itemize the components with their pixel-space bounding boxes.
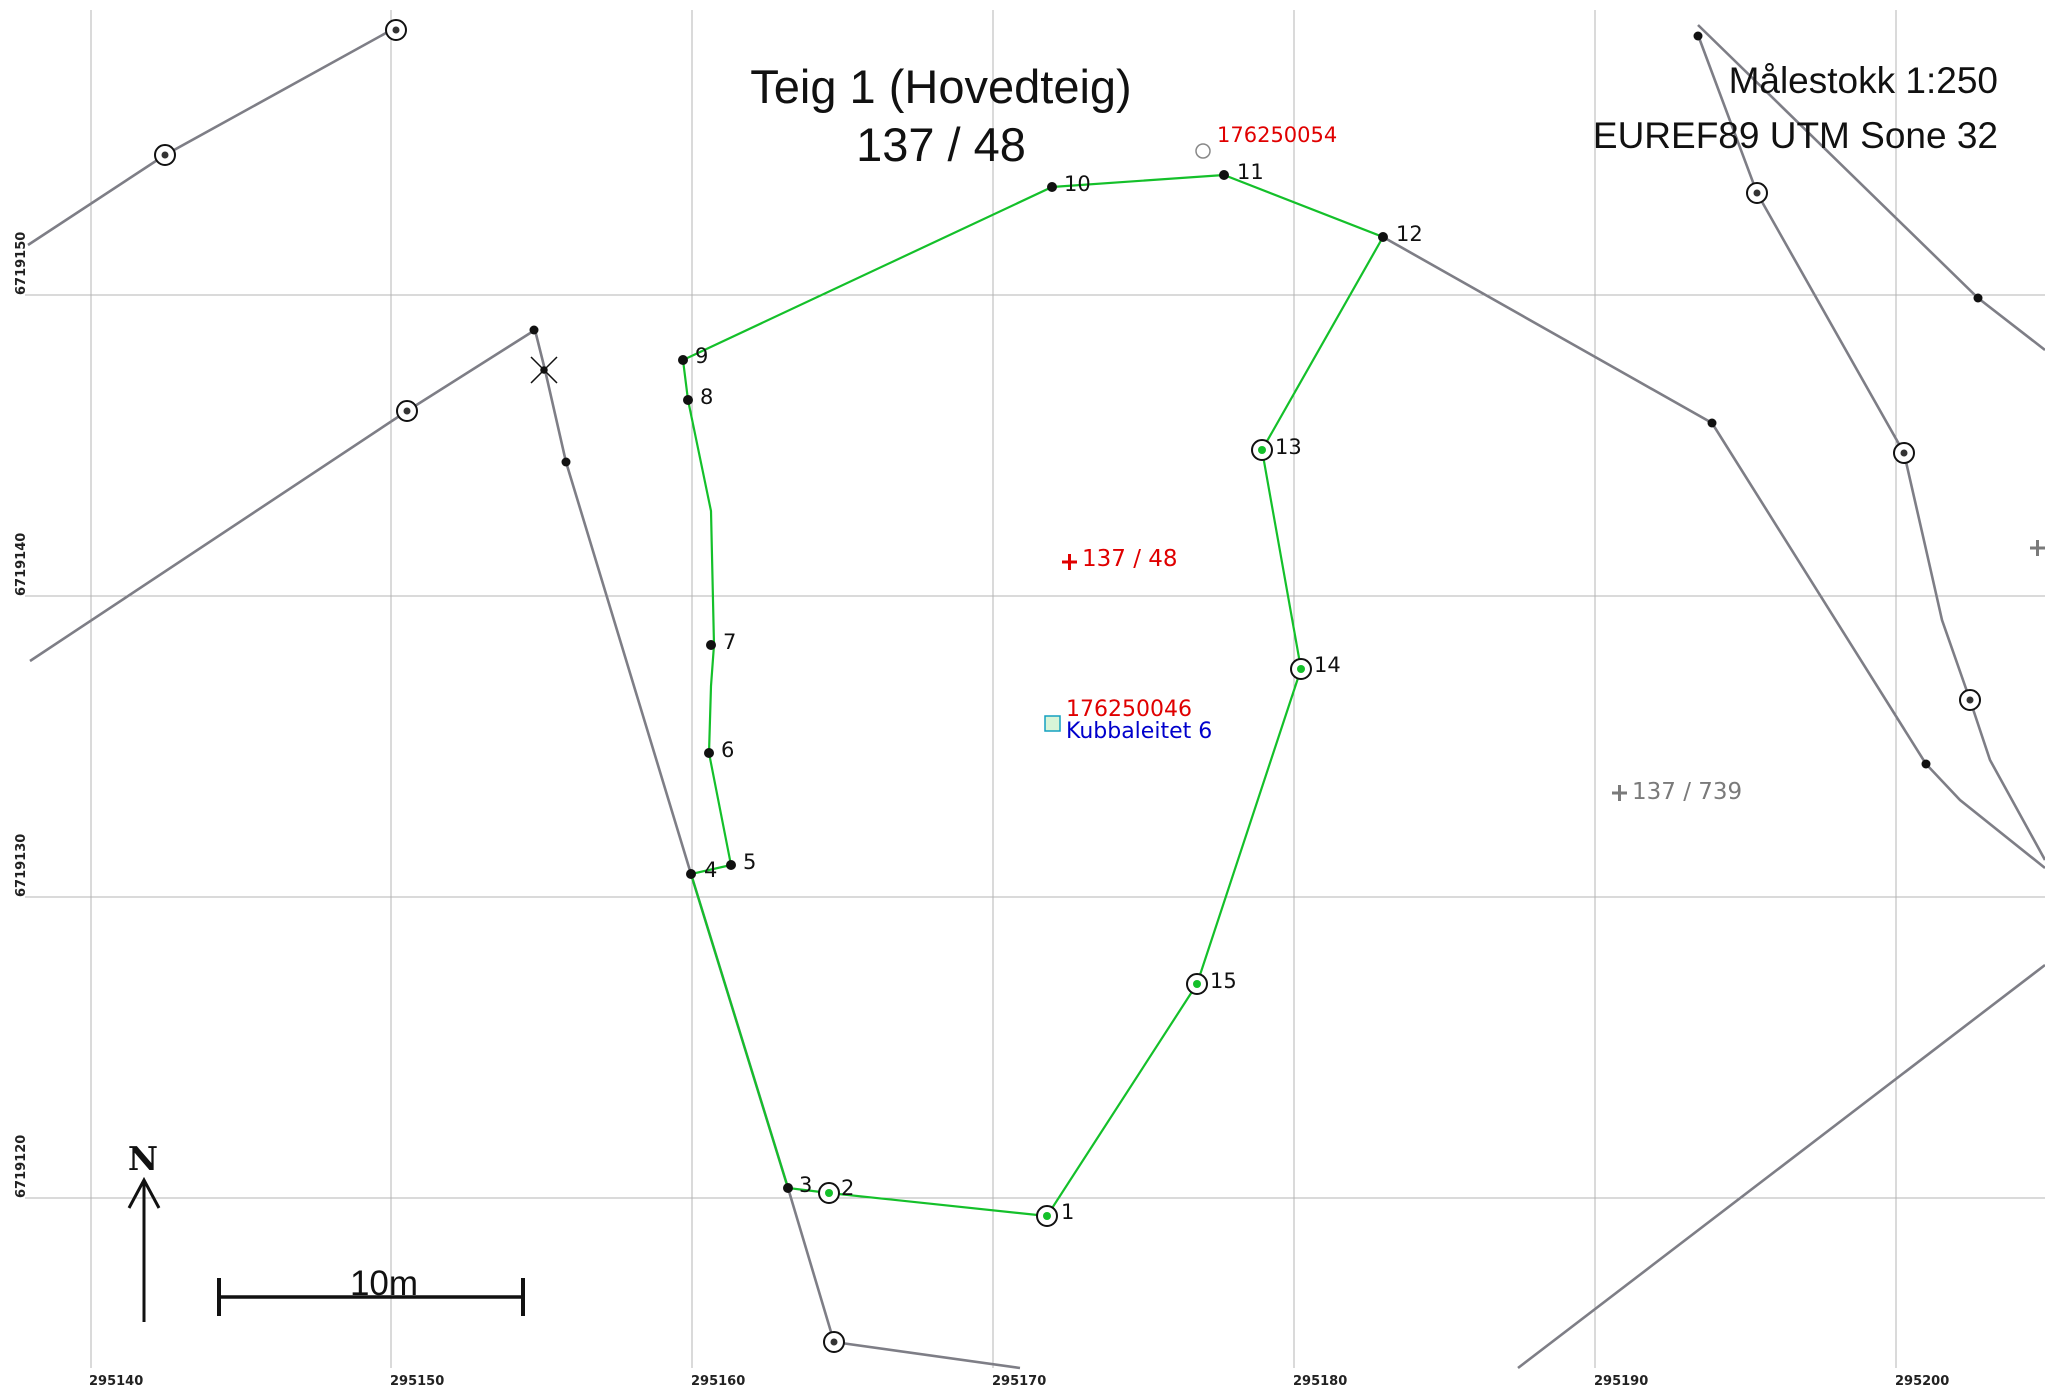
boundary-point-labels: 1 2 3 4 5 6 7 8 9 10 11 12 13 14 15 xyxy=(695,160,1423,1224)
neighbor-marker xyxy=(1973,293,1983,303)
neighbor-marker xyxy=(1693,31,1703,41)
neighbor-line xyxy=(27,26,396,247)
parcel-boundary xyxy=(681,173,1385,1218)
boundary-point-8 xyxy=(683,395,693,405)
neighbor-line xyxy=(29,328,536,663)
neighbor-line xyxy=(1382,235,2045,870)
x-tick-label: 295160 xyxy=(691,1374,745,1389)
scale-bar: 10m xyxy=(217,1264,525,1316)
neighbor-marker xyxy=(1707,418,1717,428)
map-title: Teig 1 (Hovedteig) xyxy=(750,60,1131,113)
x-tick-label: 295200 xyxy=(1895,1374,1949,1389)
y-tick-label: 6719130 xyxy=(14,834,29,897)
neighbor-line xyxy=(533,329,836,1343)
boundary-point-6 xyxy=(704,748,714,758)
coordinate-grid xyxy=(25,10,2045,1368)
boundary-point-7 xyxy=(706,640,716,650)
point-label: 14 xyxy=(1314,653,1341,677)
point-label: 8 xyxy=(700,385,713,409)
point-label: 12 xyxy=(1396,222,1423,246)
neighbor-marker xyxy=(561,457,571,467)
parcel-center-label: 137 / 48 xyxy=(1082,546,1178,572)
boundary-point-12 xyxy=(1378,232,1388,242)
x-tick-label: 295140 xyxy=(89,1374,143,1389)
point-label: 15 xyxy=(1210,969,1237,993)
point-label: 4 xyxy=(704,858,717,882)
address-marker xyxy=(1195,143,1211,159)
parcel-labels: 137 / 48 137 / 739 176250054 176250046 K… xyxy=(1044,123,2045,805)
boundary-point-10 xyxy=(1047,182,1057,192)
address-name-label: Kubbaleitet 6 xyxy=(1066,719,1212,744)
address-square-icon xyxy=(1044,715,1061,732)
point-label: 3 xyxy=(799,1173,812,1197)
neighbor-marker xyxy=(529,325,539,335)
boundary-point-5 xyxy=(726,860,736,870)
neighbor-line xyxy=(833,1340,1021,1370)
neighbor-parcel-label: 137 / 739 xyxy=(1632,779,1742,805)
y-tick-label: 6719140 xyxy=(14,533,29,596)
point-label: 11 xyxy=(1237,160,1264,184)
point-label: 9 xyxy=(695,344,708,368)
point-label: 1 xyxy=(1061,1200,1074,1224)
x-axis-labels: 295140 295150 295160 295170 295180 29519… xyxy=(89,1374,1949,1389)
x-tick-label: 295170 xyxy=(992,1374,1046,1389)
point-label: 6 xyxy=(721,738,734,762)
x-tick-label: 295190 xyxy=(1594,1374,1648,1389)
point-label: 13 xyxy=(1275,435,1302,459)
north-arrow: N xyxy=(127,1139,161,1322)
map-info: Målestokk 1:250 EUREF89 UTM Sone 32 xyxy=(1593,60,1998,156)
neighbor-line xyxy=(1517,963,2045,1370)
y-axis-labels: 6719150 6719140 6719130 6719120 xyxy=(14,232,29,1198)
address-id-label: 176250046 xyxy=(1066,697,1192,722)
address-id-top-label: 176250054 xyxy=(1217,123,1337,147)
boundary-point-11 xyxy=(1219,170,1229,180)
neighbor-marker xyxy=(1921,759,1931,769)
neighbor-line xyxy=(1696,34,2045,861)
point-label: 5 xyxy=(743,850,756,874)
scale-text: Målestokk 1:250 xyxy=(1729,60,1998,101)
x-tick-label: 295180 xyxy=(1293,1374,1347,1389)
title-block: Teig 1 (Hovedteig) 137 / 48 xyxy=(750,60,1131,171)
neighbor-markers xyxy=(154,19,1983,1353)
point-label: 2 xyxy=(841,1176,854,1200)
y-tick-label: 6719150 xyxy=(14,232,29,295)
y-tick-label: 6719120 xyxy=(14,1135,29,1198)
red-plus-icon xyxy=(1062,554,1077,570)
boundary-point-3 xyxy=(783,1183,793,1193)
x-tick-label: 295150 xyxy=(390,1374,444,1389)
boundary-point-4 xyxy=(686,869,696,879)
boundary-point-markers xyxy=(678,170,1388,1227)
point-label: 7 xyxy=(723,630,736,654)
gray-plus-icon xyxy=(1612,785,1627,801)
cross-marker xyxy=(530,356,558,384)
neighbor-boundaries xyxy=(27,24,2045,1370)
north-label: N xyxy=(128,1139,158,1178)
map-subtitle: 137 / 48 xyxy=(856,118,1026,171)
boundary-point-9 xyxy=(678,355,688,365)
scale-bar-label: 10m xyxy=(350,1264,418,1303)
point-label: 10 xyxy=(1064,172,1091,196)
projection-text: EUREF89 UTM Sone 32 xyxy=(1593,115,1998,156)
gray-plus-icon xyxy=(2030,540,2045,556)
